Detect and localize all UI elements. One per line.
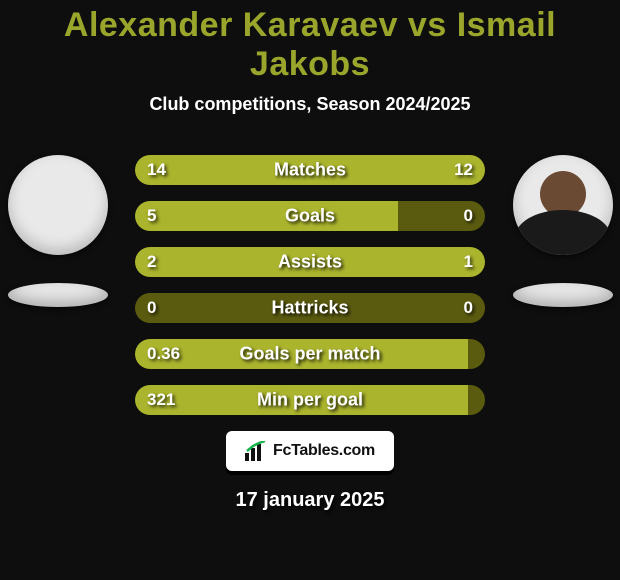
player-right-club-badge: [513, 283, 613, 307]
stat-value-left: 5: [147, 206, 156, 226]
stat-value-left: 321: [147, 390, 175, 410]
player-left-avatar: [8, 155, 108, 255]
stat-row: 321 Min per goal: [135, 385, 485, 415]
page-subtitle: Club competitions, Season 2024/2025: [0, 94, 620, 115]
stat-label: Matches: [274, 160, 346, 181]
stat-value-right: 12: [454, 160, 473, 180]
brand-icon: [245, 441, 267, 461]
player-right-avatar: [513, 155, 613, 255]
stat-value-right: 1: [464, 252, 473, 272]
stat-fill-left: [135, 201, 398, 231]
stat-label: Assists: [278, 252, 342, 273]
brand-text: FcTables.com: [273, 442, 375, 460]
comparison-content: 14 12 Matches 5 0 Goals 2 1 Assists 0 0 Hattricks 0.…: [0, 155, 620, 512]
stat-value-left: 2: [147, 252, 156, 272]
brand-badge: FcTables.com: [226, 431, 394, 471]
stat-row: 0.36 Goals per match: [135, 339, 485, 369]
stat-label: Goals: [285, 206, 335, 227]
comparison-card: Alexander Karavaev vs Ismail Jakobs Club…: [0, 0, 620, 580]
stat-value-left: 0.36: [147, 344, 180, 364]
stat-bars: 14 12 Matches 5 0 Goals 2 1 Assists 0 0 Hattricks 0.…: [135, 155, 485, 415]
stat-value-left: 0: [147, 298, 156, 318]
stat-row: 2 1 Assists: [135, 247, 485, 277]
player-left-avatars: [0, 155, 115, 307]
stat-label: Goals per match: [239, 344, 380, 365]
snapshot-date: 17 january 2025: [0, 489, 620, 512]
stat-row: 14 12 Matches: [135, 155, 485, 185]
stat-value-right: 0: [464, 206, 473, 226]
stat-value-left: 14: [147, 160, 166, 180]
stat-row: 5 0 Goals: [135, 201, 485, 231]
stat-label: Min per goal: [257, 390, 363, 411]
stat-label: Hattricks: [271, 298, 348, 319]
player-left-club-badge: [8, 283, 108, 307]
page-title: Alexander Karavaev vs Ismail Jakobs: [0, 6, 620, 84]
stat-value-right: 0: [464, 298, 473, 318]
player-right-avatars: [505, 155, 620, 307]
stat-row: 0 0 Hattricks: [135, 293, 485, 323]
